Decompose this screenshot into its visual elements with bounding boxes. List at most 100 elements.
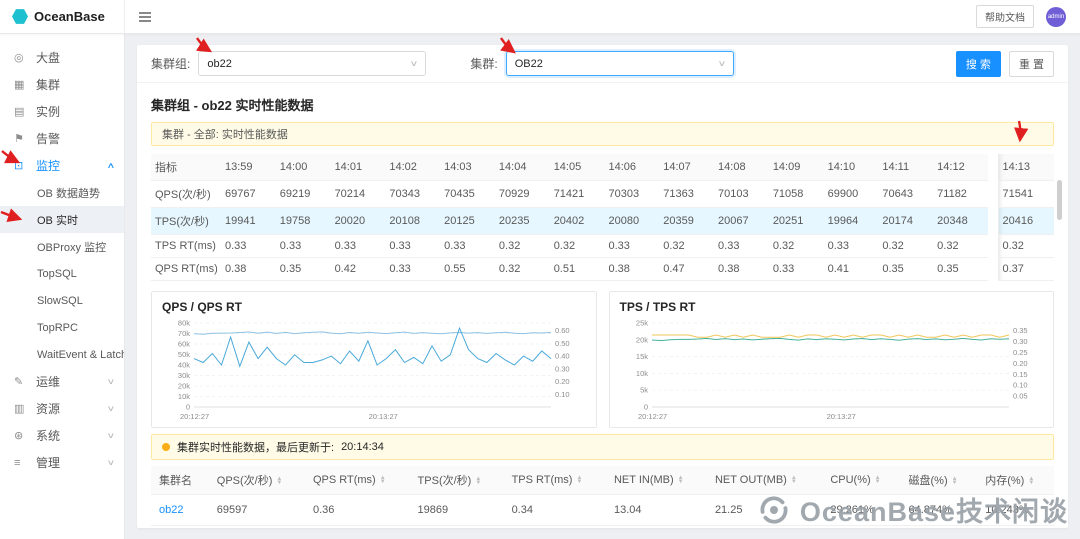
metric-cell: 20108 [385,207,441,235]
cluster-name-link[interactable]: ob22 [151,494,209,526]
tps-chart: 25k 20k 15k 10k 5k 0 0.35 0.30 0.25 0.20 0.15 0.10 0… [635,319,1028,422]
svg-text:0: 0 [643,403,647,412]
sort-icon[interactable]: ▲ ▼ [677,474,684,486]
time-header: 14:09 [768,154,824,181]
sidebar-subitem[interactable]: OB 实时 [0,206,124,233]
avatar[interactable]: admin [1046,6,1066,27]
summary-column-header[interactable]: TPS RT(ms) ▲ ▼ [503,466,606,495]
metric-cell: 70435 [440,180,495,208]
menu-fold-icon[interactable] [138,11,152,23]
charts-row: QPS / QPS RT 80k 70k 60k 50k 40k 30k 20k 10k 0 0.… [151,291,1054,428]
sort-icon[interactable]: ▲ ▼ [874,474,881,486]
sort-icon[interactable]: ▲ ▼ [951,475,958,487]
summary-column-header[interactable]: 内存(%) ▲ ▼ [977,466,1054,495]
search-button[interactable]: 搜 索 [955,50,1001,77]
sidebar-item-label: 实例 [36,105,61,119]
svg-text:0.05: 0.05 [1013,392,1028,401]
metrics-row: QPS RT(ms) 0.38 0.35 0.42 0.33 0.55 0.32 0.51 0.… [151,257,1054,281]
sort-icon[interactable]: ▲ ▼ [790,474,797,486]
sidebar-item-cluster[interactable]: ▦ 集群 [0,71,124,98]
summary-cell: 10.243% [977,494,1054,526]
sidebar-subitem[interactable]: OB 数据趋势 [37,187,100,200]
svg-text:25k: 25k [635,319,647,328]
svg-text:0.10: 0.10 [1013,381,1028,390]
oceanbase-logo-icon [12,9,28,24]
sort-icon[interactable]: ▲ ▼ [379,474,386,486]
metric-cell: 0.33 [604,234,660,258]
metric-cell: 0.33 [823,234,879,258]
sidebar-subitem[interactable]: WaitEvent & Latch [37,348,124,361]
sort-icon[interactable]: ▲ ▼ [576,474,583,486]
cluster-group-select[interactable]: ob22 ∨ [198,51,427,76]
metric-cell: 20235 [494,207,550,235]
summary-column-header[interactable]: NET OUT(MB) ▲ ▼ [706,466,823,495]
sort-icon[interactable]: ▲ ▼ [475,475,482,487]
summary-column-header[interactable]: QPS RT(ms) ▲ ▼ [304,466,410,495]
metric-cell: 0.32 [768,234,824,258]
sidebar-subitem[interactable]: TopSQL [37,267,77,280]
sidebar-item-dashboard[interactable]: ◎ 大盘 [0,44,124,71]
svg-text:0.25: 0.25 [1013,348,1028,357]
metric-label: TPS RT(ms) [151,234,221,258]
table-scrollbar-thumb[interactable] [1057,180,1062,220]
metric-cell: 71058 [768,180,824,208]
sidebar-item-instance[interactable]: ▤ 实例 [0,98,124,125]
sidebar-subitem[interactable]: SlowSQL [37,294,83,307]
summary-column-header[interactable]: CPU(%) ▲ ▼ [822,466,901,495]
help-doc-button[interactable]: 帮助文档 [976,5,1034,28]
metrics-header-row: 指标 13:59 14:00 14:01 14:02 14:03 14:04 14:05 14:… [151,154,1054,181]
time-header-pinned: 14:13 [997,154,1054,181]
metric-cell: 70103 [714,180,769,208]
sidebar-item-monitor[interactable]: ⊡ 监控 ∧ [0,152,124,179]
sidebar-item-ops[interactable]: ✎ 运维 ∨ [0,368,124,395]
sidebar-subitem[interactable]: OBProxy 监控 [37,241,107,254]
metric-cell: 20174 [878,207,934,235]
sidebar-subitem[interactable]: TopRPC [37,321,78,334]
sidebar-item-manage[interactable]: ≡ 管理 ∨ [0,449,124,476]
scope-banner: 集群 - 全部: 实时性能数据 [151,122,1054,146]
svg-text:80k: 80k [178,319,190,328]
sidebar-item-label: 告警 [36,132,61,146]
metric-label: TPS(次/秒) [151,207,221,235]
alert-icon: ⚑ [14,133,24,145]
svg-text:70k: 70k [178,329,190,338]
sort-icon[interactable]: ▲ ▼ [1028,475,1035,487]
svg-text:10k: 10k [178,392,190,401]
update-banner: 集群实时性能数据，最后更新于: 20:14:34 [151,434,1054,460]
summary-column-header[interactable]: TPS(次/秒) ▲ ▼ [409,466,504,495]
svg-text:0.15: 0.15 [1013,370,1028,379]
cluster-select[interactable]: OB22 ∨ [505,51,734,76]
summary-row: ob22 69597 0.36 19869 0.34 13.04 21.25 29.261% 6… [151,494,1054,526]
metric-cell: 20020 [330,207,386,235]
sort-icon[interactable]: ▲ ▼ [276,475,283,487]
metric-cell: 71363 [659,180,715,208]
svg-text:10k: 10k [635,369,647,378]
metric-cell: 0.35 [275,257,331,281]
sidebar-item-resource[interactable]: ▥ 资源 ∨ [0,395,124,422]
chevron-down-icon: ∨ [410,59,419,68]
metric-cell: 0.35 [878,257,934,281]
summary-cell: 64.874% [900,494,978,526]
page-card: 集群组: ob22 ∨ 集群: OB22 ∨ 搜 索 重 置 集群组 - ob2… [137,45,1068,528]
summary-column-header[interactable]: QPS(次/秒) ▲ ▼ [208,466,305,495]
summary-cell: 13.04 [605,494,707,526]
svg-text:20k: 20k [635,335,647,344]
summary-column-header[interactable]: 磁盘(%) ▲ ▼ [900,466,978,495]
sidebar-item-label: 运维 [36,375,61,389]
main-content: 集群组: ob22 ∨ 集群: OB22 ∨ 搜 索 重 置 集群组 - ob2… [125,34,1080,539]
monitor-icon: ⊡ [14,160,24,172]
time-header: 14:12 [933,154,988,181]
sidebar-item-alert[interactable]: ⚑ 告警 [0,125,124,152]
filter-bar: 集群组: ob22 ∨ 集群: OB22 ∨ 搜 索 重 置 [137,45,1068,83]
metric-cell: 70643 [878,180,934,208]
summary-column-header[interactable]: NET IN(MB) ▲ ▼ [605,466,707,495]
reset-button[interactable]: 重 置 [1008,50,1054,77]
time-header: 14:07 [659,154,715,181]
metric-cell: 20402 [549,207,605,235]
sidebar-item-system[interactable]: ⊛ 系统 ∨ [0,422,124,449]
svg-text:50k: 50k [178,350,190,359]
cluster-group-value: ob22 [207,57,232,70]
metric-cell: 0.42 [330,257,386,281]
metric-cell: 20125 [440,207,495,235]
metric-cell: 0.33 [385,234,441,258]
